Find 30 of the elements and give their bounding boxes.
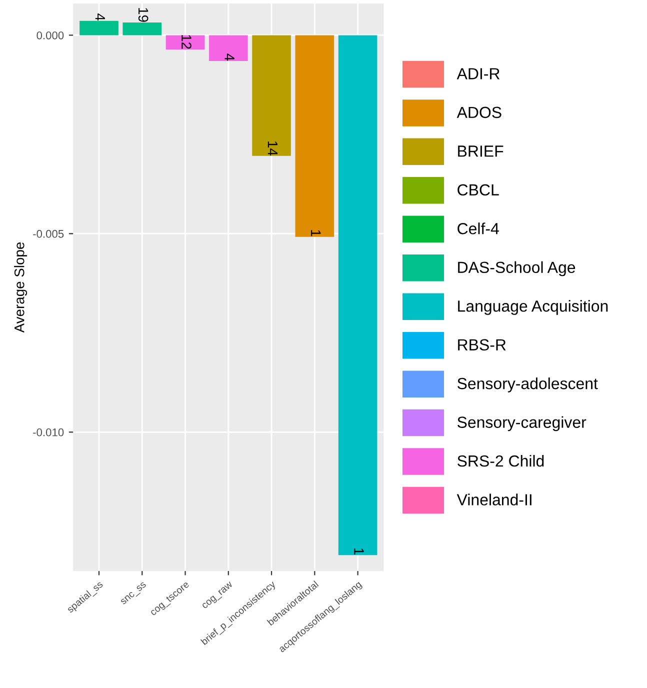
y-axis-title: Average Slope	[14, 242, 28, 333]
bar	[122, 22, 162, 36]
legend-label: ADOS	[456, 106, 502, 118]
legend-label: Sensory-adolescent	[458, 377, 598, 392]
legend-label: SRS-2 Child	[458, 454, 544, 467]
annotation: 14	[268, 141, 278, 156]
annotation: 4	[95, 14, 105, 20]
bar	[252, 35, 291, 156]
annotation: 12	[182, 35, 192, 49]
annotation: 1	[311, 230, 321, 236]
legend-label: Celf-4	[458, 222, 499, 234]
legend-label: CBCL	[458, 184, 499, 196]
y-tick-label: 0.000	[36, 31, 64, 40]
legend-label: RBS-R	[458, 339, 506, 350]
legend-label: Sensory-caregiver	[458, 416, 586, 432]
annotation: 1	[354, 548, 364, 554]
bar	[338, 35, 378, 556]
bar	[208, 35, 248, 61]
legend-label: Vineland-II	[456, 494, 532, 506]
annotation: 19	[138, 8, 148, 22]
legend-label: ADI-R	[456, 68, 500, 80]
bar	[166, 35, 205, 50]
bar	[80, 20, 118, 36]
legend-label: BRIEF	[458, 146, 504, 157]
legend-label: DAS-School Age	[458, 261, 576, 276]
y-tick-label: -0.010	[33, 428, 64, 436]
legend-label: Language Acquisition	[458, 300, 608, 315]
y-tick-label: -0.005	[33, 230, 64, 238]
bar	[295, 35, 334, 237]
annotation: 4	[224, 54, 234, 61]
